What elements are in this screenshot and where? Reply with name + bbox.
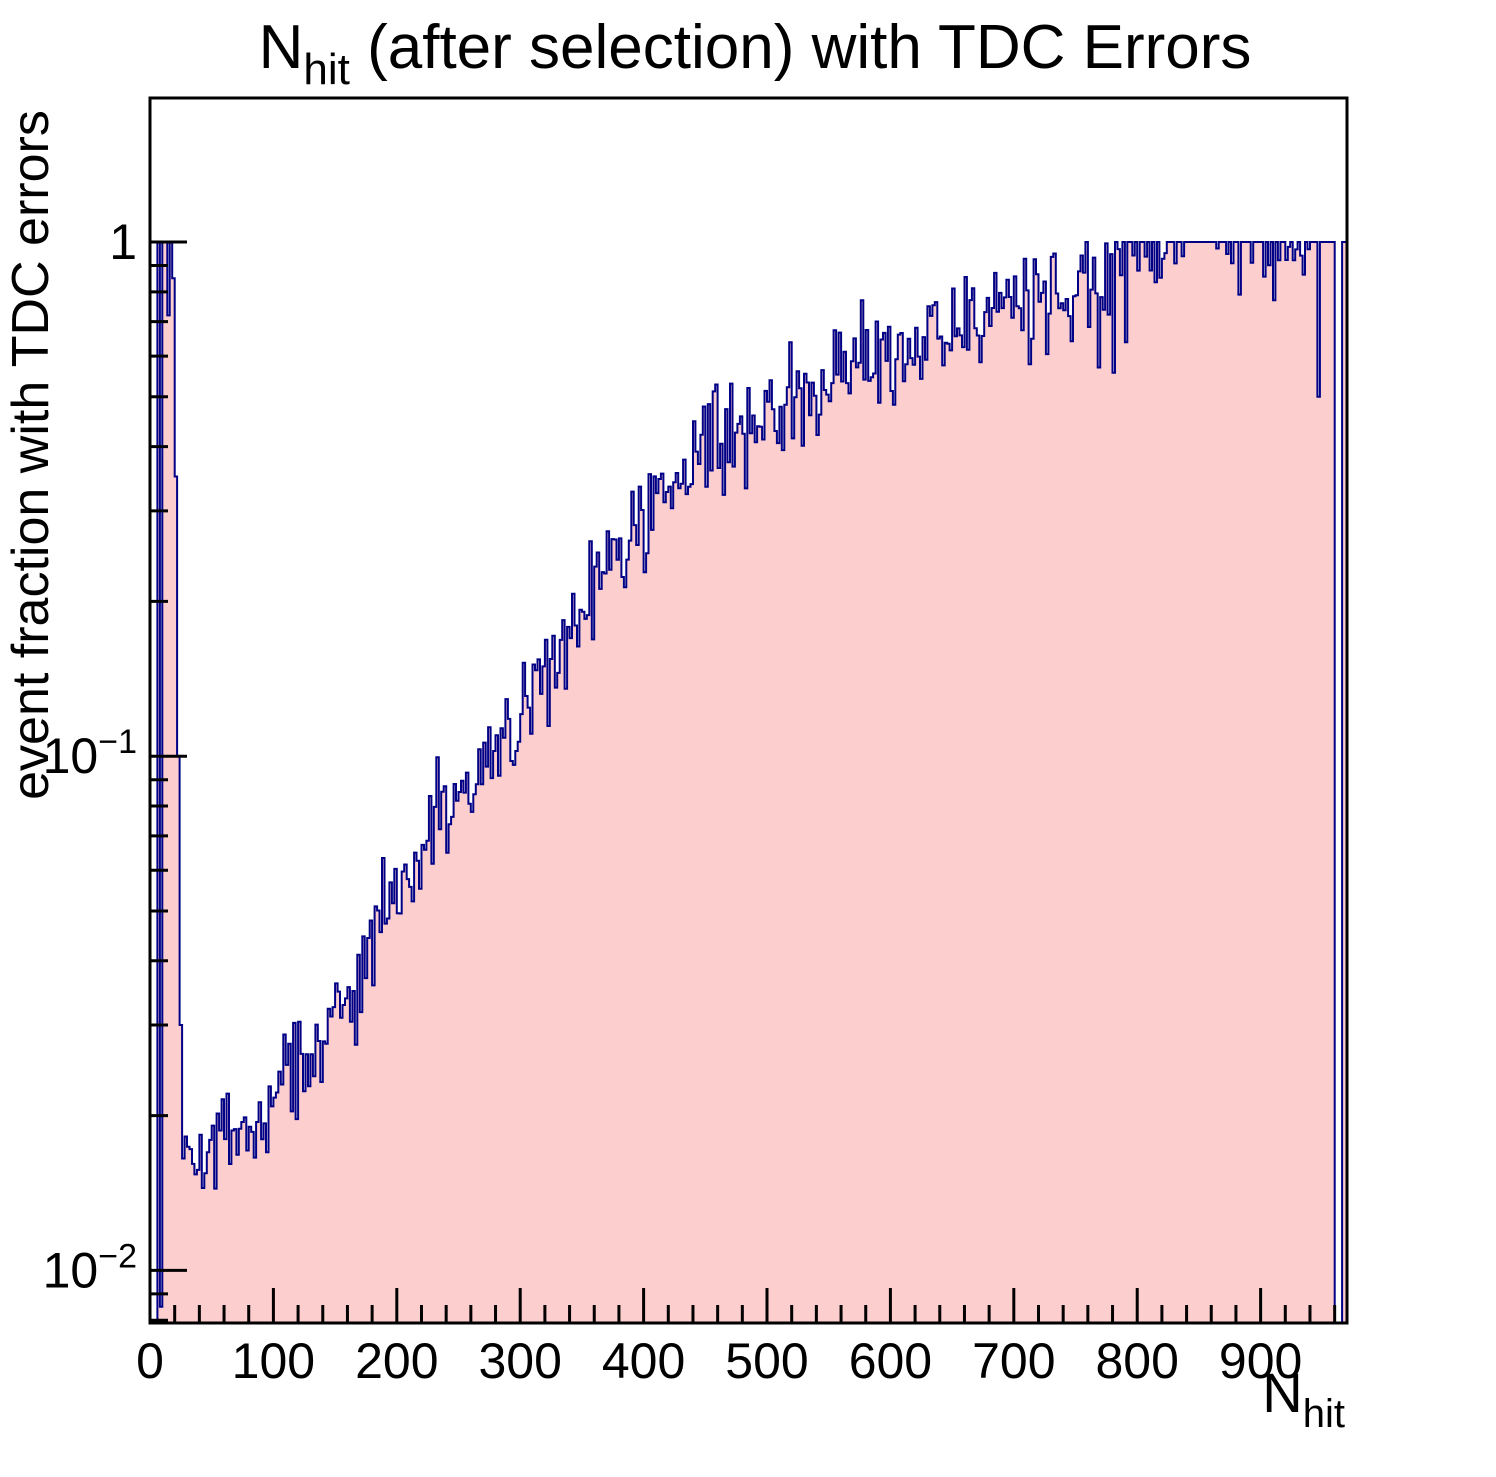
- histogram-fill: [150, 242, 1347, 1323]
- y-tick-label: 10−1: [43, 723, 137, 784]
- x-axis-ticks: [148, 1288, 1337, 1323]
- x-tick-label: 200: [355, 1333, 438, 1389]
- x-tick-label: 400: [602, 1333, 685, 1389]
- y-tick-label: 10−2: [43, 1237, 137, 1298]
- histogram-line: [150, 241, 1348, 1324]
- x-tick-label: 300: [478, 1333, 561, 1389]
- y-tick-label: 1: [109, 214, 137, 270]
- y-axis-ticks: [150, 240, 187, 1322]
- x-tick-label: 800: [1095, 1333, 1178, 1389]
- x-tick-label: 500: [725, 1333, 808, 1389]
- x-tick-label: 600: [849, 1333, 932, 1389]
- x-tick-label: 0: [136, 1333, 164, 1389]
- x-tick-label: 100: [232, 1333, 315, 1389]
- x-tick-label: 700: [972, 1333, 1055, 1389]
- chart-title: Nhit (after selection) with TDC Errors: [259, 13, 1252, 94]
- x-axis-title: Nhit: [1262, 1361, 1345, 1436]
- x-tick-label: 900: [1219, 1333, 1302, 1389]
- plot-frame: [148, 96, 1349, 1325]
- x-axis-title-prefix: N: [1262, 1361, 1302, 1424]
- chart-title-subscript: hit: [303, 45, 349, 94]
- x-axis-title-subscript: hit: [1303, 1392, 1345, 1436]
- y-axis-title: event fraction with TDC errors: [2, 110, 60, 800]
- y-axis-tick-labels: 1 10−1 10−2: [43, 214, 137, 1298]
- chart-title-prefix: N: [259, 13, 304, 82]
- chart-title-suffix: (after selection) with TDC Errors: [350, 13, 1252, 82]
- x-axis-tick-labels: 0 100 200 300 400 500 600 700 800 900: [136, 1333, 1302, 1389]
